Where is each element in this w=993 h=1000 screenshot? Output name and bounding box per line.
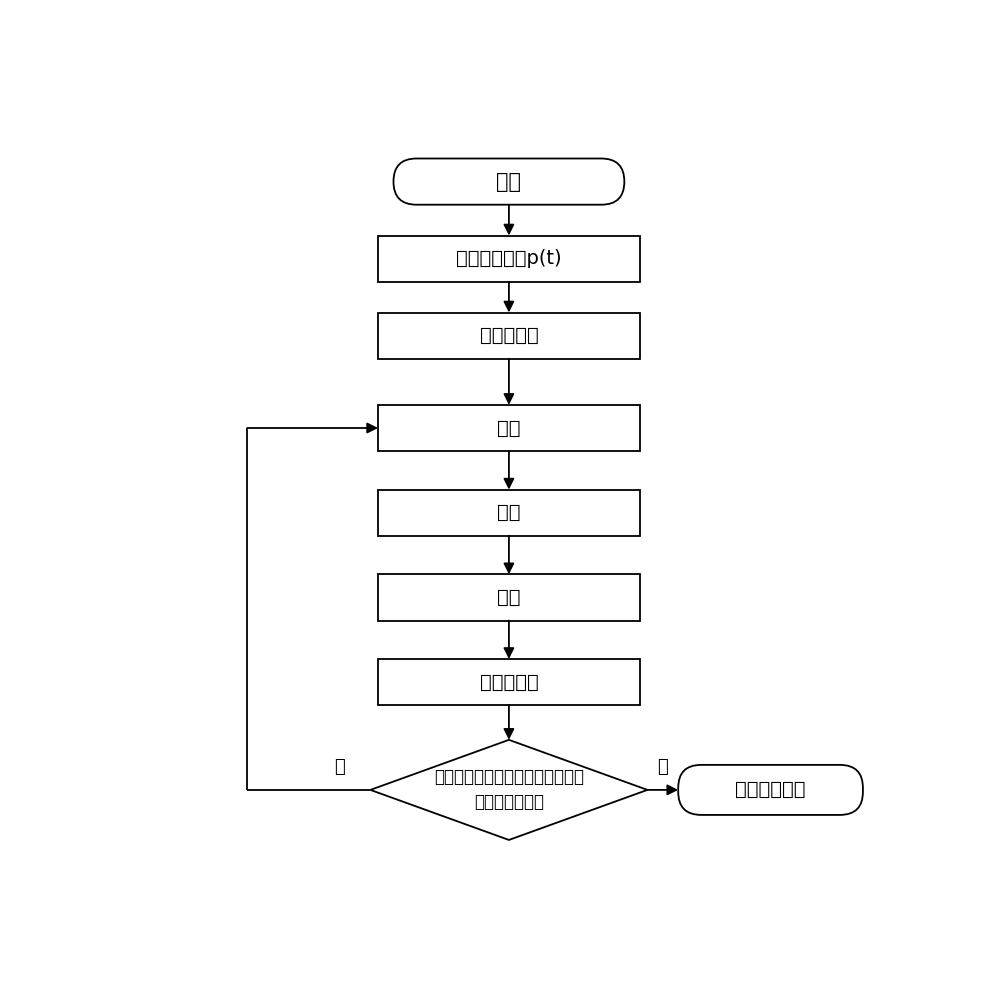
- Text: 开始: 开始: [496, 172, 521, 192]
- Text: 交叉: 交叉: [497, 503, 520, 522]
- Text: 编码和初始化p(t): 编码和初始化p(t): [456, 249, 562, 268]
- Text: 选择: 选择: [497, 418, 520, 438]
- Text: 计算适应度: 计算适应度: [480, 673, 538, 692]
- FancyBboxPatch shape: [393, 158, 625, 205]
- Text: 是: 是: [657, 758, 668, 776]
- Text: 变异: 变异: [497, 588, 520, 607]
- Bar: [378, 659, 639, 705]
- FancyBboxPatch shape: [678, 765, 863, 815]
- Text: 适应度是否达到期望値或迭代次数
是否达到最大値: 适应度是否达到期望値或迭代次数 是否达到最大値: [434, 768, 584, 811]
- Text: 否: 否: [335, 758, 345, 776]
- Polygon shape: [370, 740, 647, 840]
- Text: 输出最佳选择: 输出最佳选择: [736, 780, 805, 799]
- Bar: [378, 236, 639, 282]
- Bar: [378, 574, 639, 620]
- Bar: [378, 312, 639, 359]
- Text: 计算适应度: 计算适应度: [480, 326, 538, 345]
- Bar: [378, 490, 639, 536]
- Bar: [378, 405, 639, 451]
